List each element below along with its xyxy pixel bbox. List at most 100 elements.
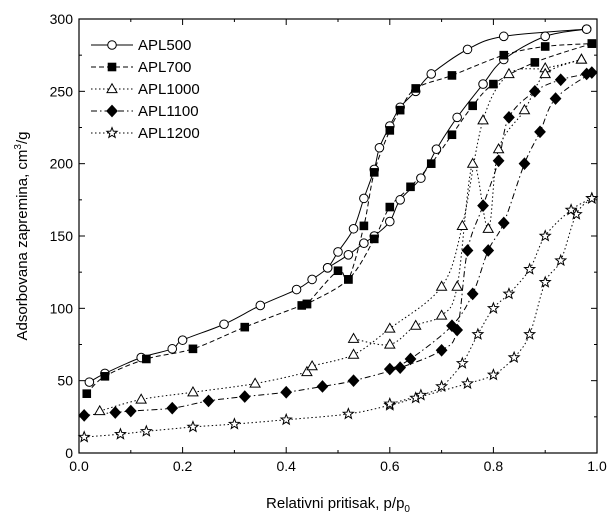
data-point-apl700-adsorption bbox=[142, 354, 151, 364]
data-point-apl1100-adsorption bbox=[554, 73, 567, 87]
series-line-apl1200-adsorption bbox=[84, 198, 593, 438]
legend-label-apl1100: APL1100 bbox=[138, 103, 199, 120]
data-point-apl500-adsorption bbox=[291, 284, 302, 295]
data-point-apl1000-adsorption bbox=[301, 365, 313, 377]
x-tick-label: 0.0 bbox=[69, 458, 89, 474]
data-point-apl1100-adsorption bbox=[477, 199, 489, 212]
data-point-apl1000-desorption bbox=[482, 222, 495, 233]
data-point-apl700-adsorption bbox=[499, 50, 509, 60]
data-point-apl1100-desorption bbox=[466, 287, 479, 301]
data-point-apl1200-desorption bbox=[455, 356, 469, 369]
data-point-apl1100-adsorption bbox=[461, 244, 474, 257]
data-point-apl500-desorption bbox=[452, 112, 462, 123]
data-point-apl500-adsorption bbox=[498, 31, 509, 42]
y-tick-label: 250 bbox=[50, 83, 74, 99]
data-point-apl700-adsorption bbox=[411, 84, 420, 93]
data-point-apl1200-adsorption bbox=[77, 430, 91, 443]
legend-label-apl1000: APL1000 bbox=[138, 81, 200, 98]
data-point-apl500-desorption bbox=[385, 216, 395, 227]
x-axis-title: Relativni pritisak, p/p0 bbox=[266, 495, 410, 515]
legend-marker-apl1200 bbox=[105, 126, 119, 139]
data-point-apl1200-desorption bbox=[523, 262, 537, 275]
y-tick-label: 150 bbox=[50, 228, 74, 244]
data-point-apl1000-adsorption bbox=[383, 322, 396, 333]
data-point-apl1000-desorption bbox=[347, 332, 360, 343]
data-point-apl1100-adsorption bbox=[503, 111, 515, 124]
data-point-apl1000-desorption bbox=[575, 53, 588, 64]
data-point-apl1200-desorption bbox=[585, 191, 599, 204]
data-point-apl1100-desorption bbox=[383, 362, 396, 376]
data-point-apl700-adsorption bbox=[82, 389, 92, 398]
data-point-apl700-desorption bbox=[369, 234, 379, 244]
data-point-apl500-adsorption bbox=[219, 319, 229, 330]
y-tick-label: 50 bbox=[57, 373, 73, 389]
data-point-apl1000-desorption bbox=[451, 280, 463, 291]
data-point-apl700-desorption bbox=[447, 130, 457, 140]
data-point-apl1200-desorption bbox=[564, 203, 578, 216]
data-point-apl500-adsorption bbox=[84, 377, 95, 387]
data-point-apl1000-adsorption bbox=[503, 67, 515, 79]
y-axis-title-superscript: 3 bbox=[13, 144, 24, 150]
legend-marker-apl1000 bbox=[106, 82, 118, 94]
data-point-apl700-desorption bbox=[489, 79, 498, 89]
data-point-apl1100-adsorption bbox=[492, 154, 505, 168]
data-point-apl1000-adsorption bbox=[477, 114, 489, 125]
data-point-apl1200-desorption bbox=[502, 287, 516, 300]
data-point-apl1000-desorption bbox=[466, 157, 479, 168]
data-point-apl1000-adsorption bbox=[135, 393, 148, 404]
data-point-apl1200-adsorption bbox=[186, 420, 200, 433]
x-tick-label: 0.8 bbox=[484, 458, 504, 474]
data-point-apl700-desorption bbox=[530, 58, 540, 67]
legend-marker-apl1100 bbox=[106, 104, 118, 118]
legend: APL500 APL700 APL1000 APL1100 APL1200 bbox=[91, 37, 200, 142]
legend-label-apl500: APL500 bbox=[138, 37, 191, 54]
data-point-apl1200-adsorption bbox=[113, 427, 127, 440]
y-tick-label: 200 bbox=[50, 156, 74, 172]
data-point-apl1200-adsorption bbox=[139, 424, 153, 437]
data-point-apl1200-desorption bbox=[471, 327, 485, 340]
data-point-apl1000-adsorption bbox=[347, 348, 360, 359]
data-point-apl700-adsorption bbox=[240, 322, 250, 332]
data-point-apl500-desorption bbox=[395, 195, 405, 205]
data-point-apl1100-desorption bbox=[446, 319, 458, 333]
data-point-apl1000-adsorption bbox=[187, 386, 199, 397]
y-tick-label: 300 bbox=[50, 11, 74, 27]
data-point-apl1000-adsorption bbox=[93, 404, 106, 416]
data-point-apl1200-desorption bbox=[538, 229, 552, 242]
data-point-apl1100-adsorption bbox=[78, 409, 91, 422]
data-point-apl1100-adsorption bbox=[238, 390, 251, 403]
data-point-apl1000-desorption bbox=[492, 142, 505, 154]
data-point-apl500-adsorption bbox=[255, 300, 266, 311]
data-point-apl700-adsorption bbox=[385, 126, 395, 135]
data-point-apl500-adsorption bbox=[167, 344, 178, 354]
data-point-apl1200-adsorption bbox=[486, 368, 500, 381]
data-point-apl500-desorption bbox=[322, 263, 333, 273]
data-point-apl1100-desorption bbox=[404, 352, 417, 366]
data-point-apl1200-adsorption bbox=[341, 407, 355, 420]
y-axis-title-end: /g bbox=[14, 131, 31, 144]
legend-label-apl700: APL700 bbox=[138, 59, 191, 76]
data-point-apl1100-adsorption bbox=[202, 394, 215, 408]
series-line-apl1100-desorption bbox=[389, 72, 593, 370]
data-point-apl1100-desorption bbox=[482, 244, 495, 257]
data-point-apl1100-adsorption bbox=[435, 343, 448, 357]
data-point-apl500-adsorption bbox=[462, 44, 473, 55]
data-point-apl700-desorption bbox=[302, 299, 312, 309]
data-point-apl1200-desorption bbox=[383, 397, 397, 410]
data-point-apl1000-adsorption bbox=[249, 377, 261, 388]
x-tick-label: 0.6 bbox=[380, 458, 400, 474]
y-tick-label: 100 bbox=[50, 300, 74, 316]
data-point-apl1200-adsorption bbox=[538, 275, 552, 288]
data-point-apl700-desorption bbox=[406, 182, 415, 192]
data-point-apl500-adsorption bbox=[426, 69, 437, 79]
data-point-apl700-adsorption bbox=[540, 42, 550, 51]
legend-marker-apl700 bbox=[107, 62, 117, 72]
data-point-apl700-adsorption bbox=[188, 344, 198, 354]
data-point-apl700-desorption bbox=[468, 101, 477, 111]
data-point-apl1100-adsorption bbox=[280, 385, 293, 399]
data-point-apl700-adsorption bbox=[333, 266, 343, 276]
data-point-apl700-adsorption bbox=[359, 221, 369, 231]
series-line-apl500-adsorption bbox=[89, 28, 587, 383]
data-point-apl500-adsorption bbox=[177, 335, 188, 345]
data-point-apl700-adsorption bbox=[100, 372, 110, 381]
